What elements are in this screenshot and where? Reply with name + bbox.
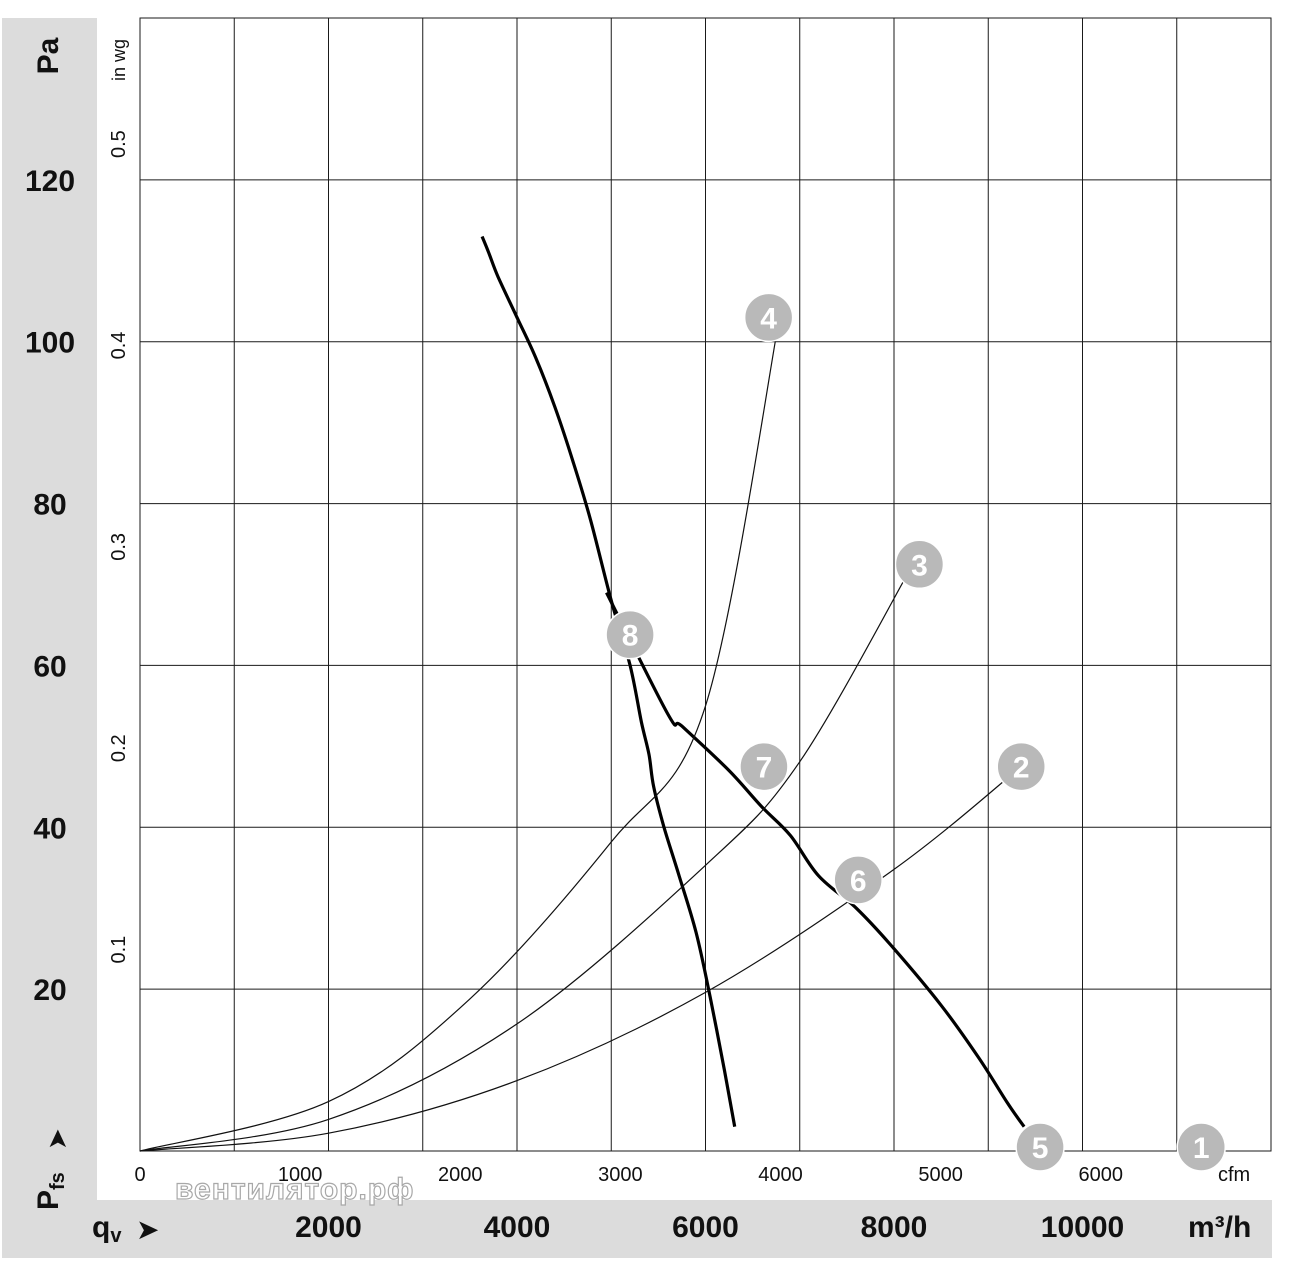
m3h-tick-labels: 2000 4000 6000 8000 10000 bbox=[295, 1211, 1124, 1244]
x-axis-label-main: q bbox=[92, 1211, 110, 1244]
marker-label-2: 2 bbox=[1013, 752, 1030, 785]
operating-point-markers: 1 2 3 4 5 6 7 8 bbox=[605, 292, 1227, 1172]
y-axis-arrow: ➤ bbox=[43, 1128, 73, 1150]
watermark-text: вентилятор.рф bbox=[175, 1173, 414, 1206]
cfm-tick-label: 0 bbox=[134, 1164, 145, 1186]
m3h-tick-label: 10000 bbox=[1041, 1211, 1124, 1244]
y-axis-unit-pa: Pa bbox=[32, 37, 65, 74]
x-axis-label-sub: v bbox=[110, 1225, 122, 1247]
marker-4 bbox=[743, 292, 794, 343]
system-curve-4 bbox=[139, 564, 914, 1152]
marker-label-3: 3 bbox=[911, 549, 928, 582]
cfm-tick-label: 6000 bbox=[1079, 1164, 1124, 1186]
marker-6 bbox=[833, 855, 883, 905]
svg-text:qv: qv bbox=[92, 1211, 122, 1247]
x-axis-label-qv: qv ➤ bbox=[92, 1211, 159, 1247]
m3h-tick-label: 8000 bbox=[861, 1211, 928, 1244]
marker-label-6: 6 bbox=[850, 865, 867, 898]
cfm-tick-label: 3000 bbox=[598, 1164, 643, 1186]
marker-7 bbox=[739, 741, 789, 792]
marker-1 bbox=[1176, 1122, 1227, 1172]
cfm-tick-label: 5000 bbox=[918, 1164, 963, 1186]
y-axis-label-sub: fs bbox=[47, 1172, 69, 1190]
inwg-tick-label: 0.1 bbox=[108, 936, 130, 964]
y-axis-label-main: P bbox=[32, 1190, 65, 1210]
marker-5 bbox=[1015, 1122, 1065, 1172]
plot-frame bbox=[139, 17, 1272, 1152]
y-axis-unit-inwg: in wg bbox=[109, 39, 129, 81]
pa-tick-label: 100 bbox=[25, 327, 75, 360]
inwg-tick-label: 0.4 bbox=[108, 332, 130, 360]
pa-tick-label: 20 bbox=[33, 974, 66, 1007]
inwg-tick-label: 0.2 bbox=[108, 734, 130, 762]
marker-3 bbox=[894, 539, 945, 590]
bottom-axis-band bbox=[2, 1200, 1272, 1258]
m3h-tick-label: 6000 bbox=[672, 1211, 739, 1244]
marker-2 bbox=[996, 741, 1046, 792]
pa-tick-label: 60 bbox=[33, 650, 66, 683]
left-axis-band bbox=[2, 18, 97, 1200]
inwg-tick-label: 0.5 bbox=[108, 130, 130, 158]
pa-tick-label: 40 bbox=[33, 812, 66, 845]
x-axis-unit-m3h: m³/h bbox=[1188, 1211, 1251, 1244]
system-curve-3 bbox=[139, 766, 1022, 1152]
curves bbox=[139, 235, 1026, 1152]
pa-tick-label: 80 bbox=[33, 489, 66, 522]
m3h-tick-label: 2000 bbox=[295, 1211, 362, 1244]
cfm-tick-label: 4000 bbox=[758, 1164, 803, 1186]
inwg-tick-label: 0.3 bbox=[108, 533, 130, 561]
x-axis-arrow: ➤ bbox=[136, 1213, 159, 1246]
pa-tick-labels: 20 40 60 80 100 120 bbox=[25, 165, 75, 1007]
y-axis-label-pfs: Pfs ➤ bbox=[32, 1128, 73, 1210]
cfm-tick-labels: 0 1000 2000 3000 4000 5000 6000 bbox=[134, 1164, 1123, 1186]
system-curve-5 bbox=[139, 309, 782, 1152]
marker-label-5: 5 bbox=[1032, 1132, 1049, 1165]
marker-8 bbox=[605, 609, 655, 660]
cfm-tick-label: 1000 bbox=[278, 1164, 323, 1186]
marker-label-4: 4 bbox=[760, 302, 777, 335]
marker-label-7: 7 bbox=[756, 752, 773, 785]
characteristic-curve-2 bbox=[605, 591, 1026, 1128]
svg-text:Pfs: Pfs bbox=[32, 1172, 69, 1210]
marker-label-8: 8 bbox=[622, 620, 639, 653]
marker-label-1: 1 bbox=[1193, 1132, 1210, 1165]
pa-tick-label: 120 bbox=[25, 165, 75, 198]
cfm-tick-label: 2000 bbox=[438, 1164, 483, 1186]
characteristic-curve-1 bbox=[480, 235, 737, 1127]
grid bbox=[140, 18, 1271, 1151]
inwg-tick-labels: 0.1 0.2 0.3 0.4 0.5 bbox=[108, 130, 130, 963]
x-axis-unit-cfm: cfm bbox=[1218, 1164, 1250, 1186]
m3h-tick-label: 4000 bbox=[484, 1211, 551, 1244]
